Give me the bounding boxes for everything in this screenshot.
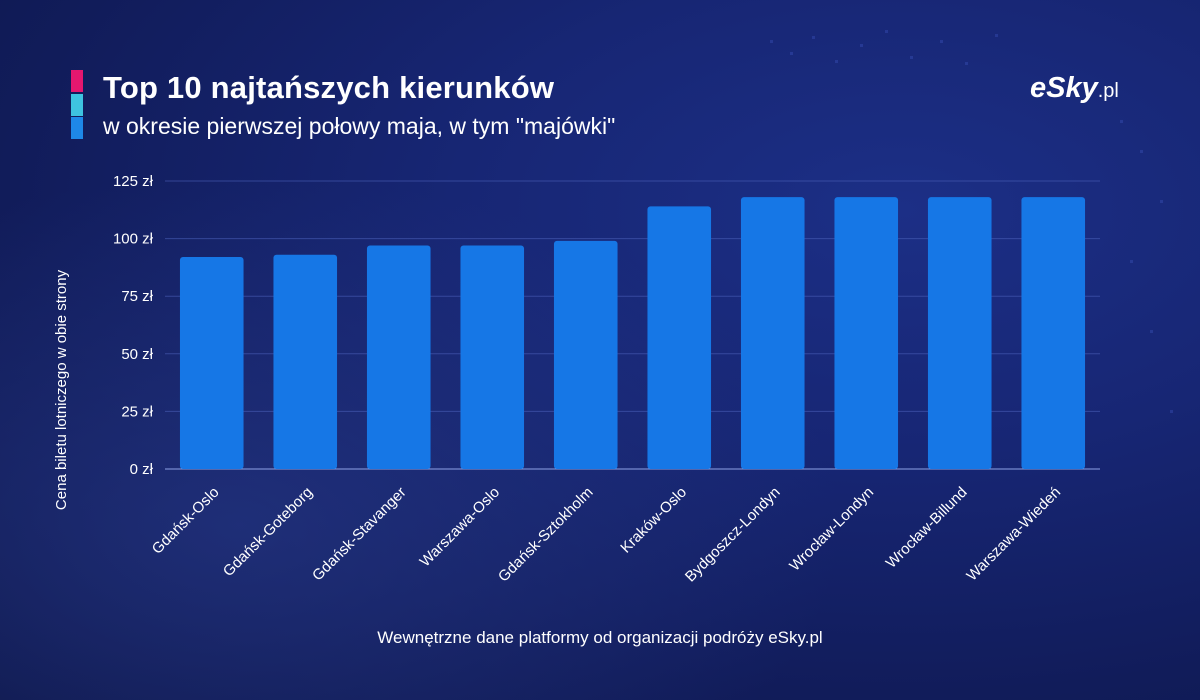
source-note: Wewnętrzne dane platformy od organizacji… [377,628,823,647]
x-tick-label: Gdańsk-Stavanger [309,484,409,584]
y-tick-label: 75 zł [121,288,153,305]
x-tick-label: Bydgoszcz-Londyn [682,484,784,586]
accent-bar-blue [71,117,83,139]
x-tick-label: Gdańsk-Oslo [149,484,223,558]
y-tick-label: 50 zł [121,346,153,363]
y-axis-label: Cena biletu lotniczego w obie strony [53,269,70,510]
x-tick-label: Warszawa-Wiedeń [963,484,1064,585]
x-tick-label: Wrocław-Billund [883,484,971,572]
bar [647,206,712,469]
y-tick-label: 25 zł [121,403,153,420]
bar [553,240,618,469]
logo-brand: eSky [1030,72,1098,104]
x-tick-label: Gdańsk-Sztokholm [495,484,597,586]
bar [273,254,338,469]
bar [834,197,899,470]
bar [179,257,244,469]
chart-title: Top 10 najtańszych kierunków [103,70,555,105]
bar [1021,197,1086,470]
bar [460,245,525,469]
y-tick-label: 0 zł [130,461,154,478]
logo-suffix: .pl [1097,80,1119,102]
bar [927,197,992,470]
x-tick-label: Warszawa-Oslo [417,484,503,570]
x-tick-label: Gdańsk-Goteborg [220,484,316,580]
x-tick-label: Wrocław-Londyn [786,484,877,575]
x-tick-label: Kraków-Oslo [617,484,690,557]
accent-bar-cyan [71,94,83,116]
esky-logo: eSky.pl [1030,72,1119,105]
bar [740,197,805,470]
chart-subtitle: w okresie pierwszej połowy maja, w tym "… [103,113,616,139]
bar [366,245,431,469]
accent-bar-pink [71,70,83,92]
y-tick-label: 125 zł [113,173,154,190]
y-tick-label: 100 zł [113,231,154,248]
